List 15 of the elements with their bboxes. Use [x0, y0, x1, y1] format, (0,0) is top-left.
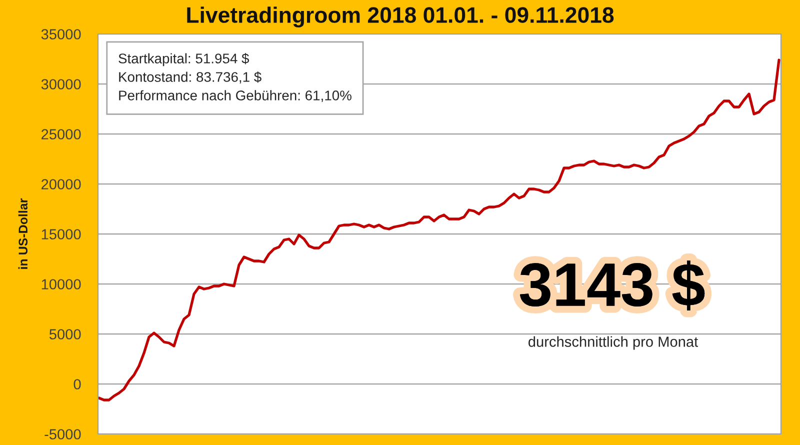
annotation: Kontostand: 83.736,1 $ [119, 71, 262, 84]
y-tick-label: 10000 [42, 279, 81, 290]
y-tick-label: 25000 [42, 129, 81, 140]
annotation: durchschnittlich pro Monat [528, 336, 698, 350]
y-tick-label: 30000 [41, 79, 81, 90]
y-tick-label: 35000 [41, 29, 81, 40]
chart-title: Livetradingroom 2018 01.01. - 09.11.2018 [187, 6, 614, 28]
annotation: Performance nach Gebühren: 61,10% [119, 90, 352, 102]
y-axis-title: in US-Dollar [18, 198, 28, 269]
y-tick-label: 15000 [42, 229, 81, 240]
annotation: Startkapital: 51.954 $ [118, 53, 250, 66]
y-tick-label: 0 [74, 379, 81, 390]
y-tick-label: 5000 [49, 329, 81, 340]
y-tick-label: -5000 [44, 429, 81, 440]
y-tick-label: 20000 [42, 179, 81, 190]
